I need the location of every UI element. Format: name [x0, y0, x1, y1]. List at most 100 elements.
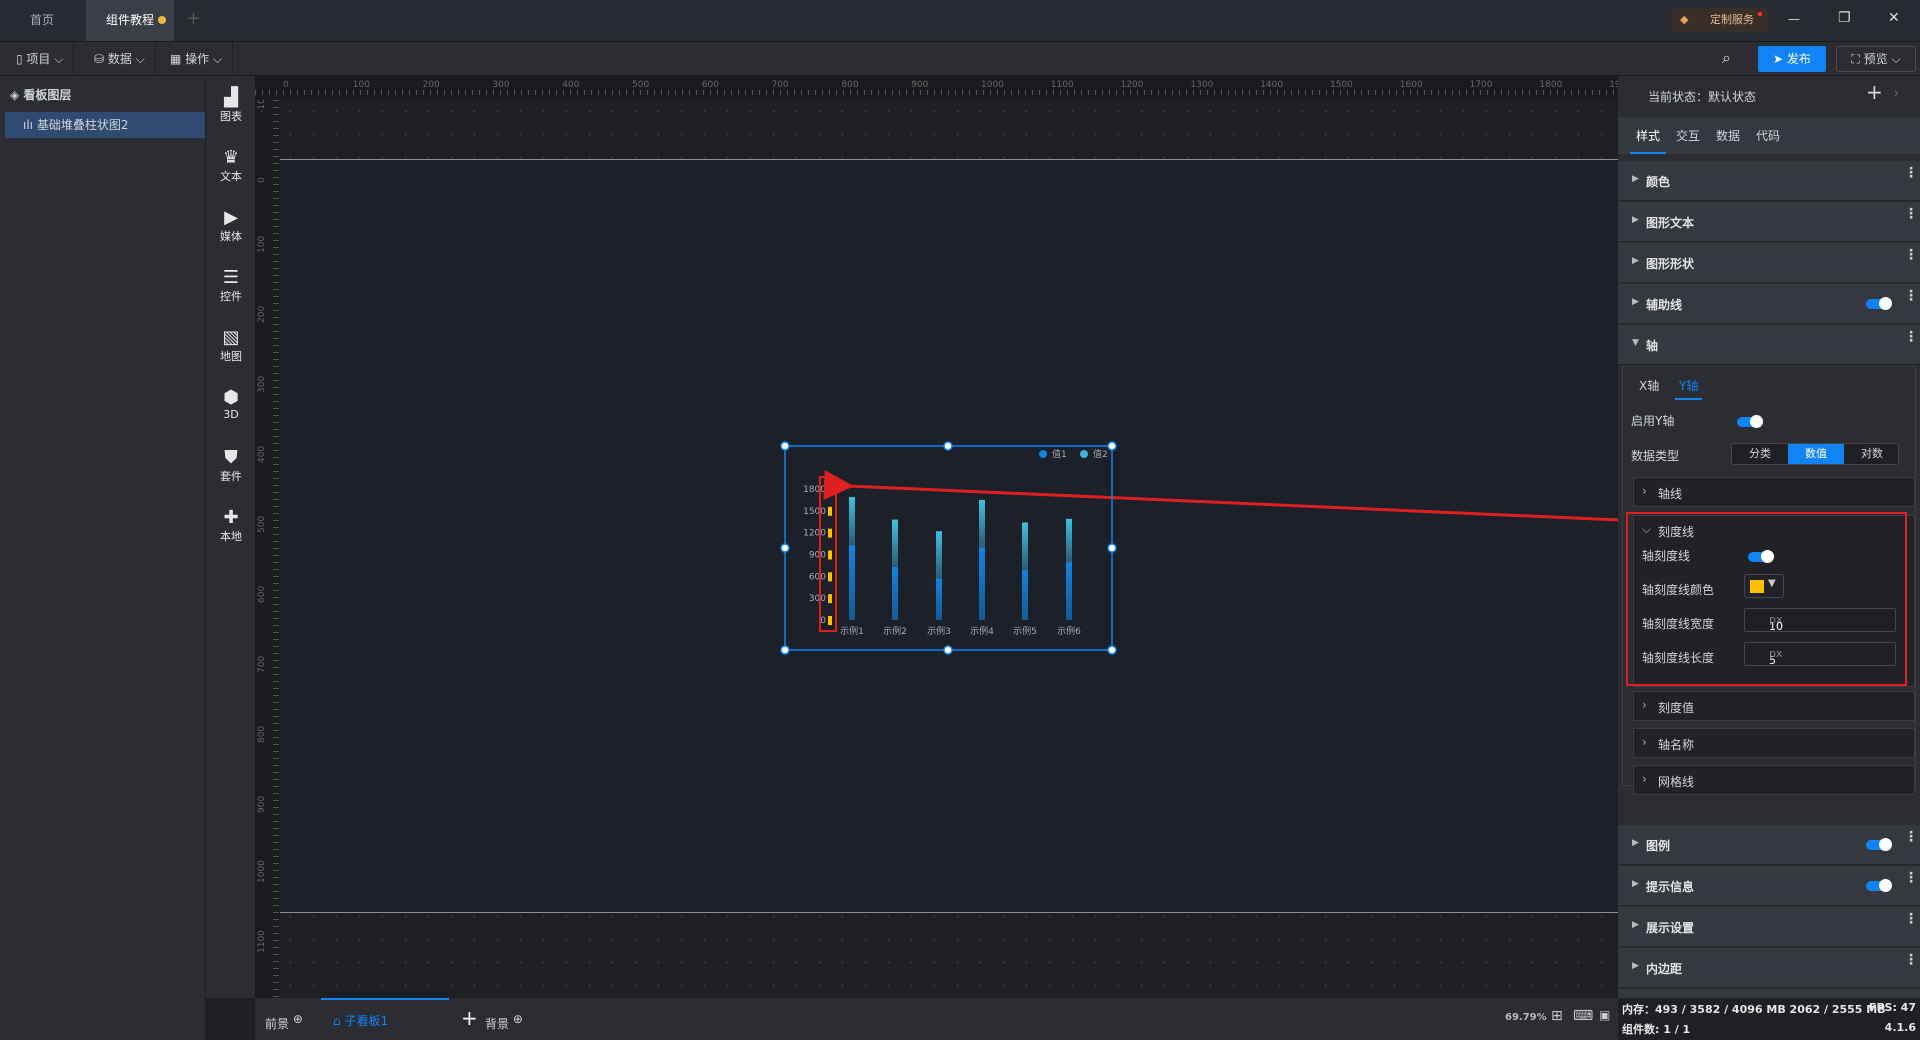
- more-icon[interactable]: ⋮: [1904, 829, 1918, 845]
- ruler-tick: [997, 90, 998, 95]
- component-camera[interactable]: ▶ 媒体: [206, 208, 256, 244]
- ruler-tick: [273, 415, 279, 416]
- console-icon[interactable]: ▣: [1599, 1008, 1611, 1022]
- tick-color-picker[interactable]: ▼: [1744, 574, 1784, 598]
- component-cube[interactable]: ⬢ 3D: [206, 388, 256, 422]
- section-toggle[interactable]: [1866, 838, 1892, 851]
- ruler-tick: [717, 90, 718, 95]
- add-state-button[interactable]: +: [1866, 80, 1883, 104]
- custom-service-button[interactable]: ◆ 定制服务: [1672, 8, 1768, 32]
- ruler-tick: [1207, 90, 1208, 95]
- add-tab-button[interactable]: +: [186, 8, 202, 29]
- data-type-option[interactable]: 分类: [1749, 447, 1771, 460]
- chevron-right-icon[interactable]: ›: [1894, 86, 1899, 100]
- axis-tab[interactable]: Y轴: [1675, 377, 1703, 400]
- data-type-option[interactable]: 数值: [1788, 444, 1844, 464]
- section-图形文本[interactable]: ▶ 图形文本 ⋮: [1618, 202, 1920, 242]
- section-toggle[interactable]: [1866, 297, 1892, 310]
- section-toggle[interactable]: [1866, 879, 1892, 892]
- enable-y-label: 启用Y轴: [1631, 414, 1675, 428]
- section-轴[interactable]: ▼ 轴 ⋮: [1618, 325, 1920, 365]
- more-icon[interactable]: ⋮: [1904, 165, 1918, 181]
- fit-screen-icon[interactable]: ⊞: [1551, 1008, 1563, 1024]
- property-tab[interactable]: 交互: [1676, 129, 1701, 143]
- section-颜色[interactable]: ▶ 颜色 ⋮: [1618, 161, 1920, 201]
- more-icon[interactable]: ⋮: [1904, 952, 1918, 968]
- ruler-tick: [273, 408, 279, 409]
- section-图形形状[interactable]: ▶ 图形形状 ⋮: [1618, 243, 1920, 283]
- horizontal-ruler[interactable]: 0 100 200 300 400 500 600 700 800 900 1000 1100 1200…: [255, 76, 1618, 100]
- section-label: 展示设置: [1646, 921, 1695, 935]
- component-map[interactable]: ▧ 地图: [206, 328, 256, 364]
- component-list[interactable]: ☰ 控件: [206, 268, 256, 304]
- ruler-tick: [661, 90, 662, 95]
- keyboard-icon[interactable]: ⌨: [1573, 1008, 1594, 1024]
- ruler-tick: [273, 548, 279, 549]
- ruler-tick: [273, 646, 279, 647]
- project-menu[interactable]: ▯ 项目 ⌵: [6, 42, 75, 76]
- restore-button[interactable]: ❐: [1838, 10, 1851, 26]
- ruler-tick: [1326, 90, 1327, 95]
- canvas[interactable]: [279, 100, 1618, 998]
- ruler-tick: [273, 506, 279, 507]
- tick-toggle[interactable]: [1748, 550, 1774, 563]
- section-展示设置[interactable]: ▶ 展示设置 ⋮: [1618, 907, 1920, 947]
- tick-width-input[interactable]: 10 px: [1744, 608, 1896, 633]
- more-icon[interactable]: ⋮: [1904, 206, 1918, 222]
- tab-component-tutorial[interactable]: 组件教程: [86, 0, 174, 41]
- ruler-tick: [787, 90, 788, 95]
- ruler-tick: [273, 485, 279, 486]
- section-大小&位置[interactable]: ▶大小&位置🔒: [1618, 989, 1920, 998]
- more-icon[interactable]: ⋮: [1904, 329, 1918, 345]
- axis-tab[interactable]: X轴: [1639, 379, 1660, 393]
- vertical-ruler[interactable]: -100 0 100 200 300 400 500 600 700 800 900 1000 1100: [255, 100, 279, 998]
- section-内边距[interactable]: ▶ 内边距 ⋮: [1618, 948, 1920, 988]
- component-crown[interactable]: ♛ 文本: [206, 148, 256, 184]
- more-icon[interactable]: ⋮: [1904, 247, 1918, 263]
- subsection[interactable]: › 网格线: [1633, 765, 1915, 795]
- more-icon[interactable]: ⋮: [1904, 911, 1918, 927]
- section-辅助线[interactable]: ▶ 辅助线 ⋮: [1618, 284, 1920, 324]
- ruler-tick: [465, 90, 466, 95]
- ruler-tick: [1214, 90, 1215, 95]
- enable-y-toggle[interactable]: [1737, 415, 1763, 428]
- background-tab[interactable]: 背景 ⊕: [485, 1012, 523, 1031]
- foreground-tab[interactable]: 前景 ⊕: [265, 1012, 303, 1031]
- component-shirt[interactable]: ⛊ 套件: [206, 448, 256, 484]
- component-bar-chart[interactable]: ▟ 图表: [206, 88, 256, 124]
- ruler-tick: [493, 90, 494, 95]
- data-type-option[interactable]: 对数: [1861, 447, 1883, 460]
- ruler-tick: [990, 90, 991, 95]
- operate-menu[interactable]: ▦ 操作 ⌵: [160, 42, 234, 76]
- subsection[interactable]: › 轴名称: [1633, 728, 1915, 758]
- component-label: 文本: [220, 170, 242, 183]
- search-icon[interactable]: ⌕: [1722, 48, 1731, 67]
- property-tab[interactable]: 数据: [1716, 129, 1741, 143]
- section-图例[interactable]: ▶ 图例 ⋮: [1618, 825, 1920, 865]
- section-label: 颜色: [1646, 175, 1671, 189]
- data-menu[interactable]: ⛁ 数据 ⌵: [84, 42, 156, 76]
- component-label: 套件: [220, 470, 242, 483]
- property-tab[interactable]: 代码: [1756, 129, 1781, 143]
- preview-button[interactable]: ⛶ 预览 ⌵: [1836, 46, 1916, 72]
- publish-button[interactable]: ➤ 发布: [1758, 46, 1826, 72]
- minimize-button[interactable]: —: [1788, 12, 1800, 26]
- close-button[interactable]: ✕: [1888, 10, 1900, 26]
- chevron-down-icon: ⌵: [1642, 522, 1652, 536]
- add-board-button[interactable]: +: [461, 1006, 478, 1030]
- property-tab[interactable]: 样式: [1630, 127, 1667, 154]
- layer-item[interactable]: ılı 基础堆叠柱状图2: [5, 112, 205, 138]
- subsection[interactable]: › 刻度值: [1633, 691, 1915, 721]
- zoom-level[interactable]: 69.79%: [1505, 1012, 1547, 1023]
- more-icon[interactable]: ⋮: [1904, 288, 1918, 304]
- tab-home[interactable]: 首页: [30, 13, 55, 27]
- shirt-icon: ⛊: [224, 447, 238, 468]
- tick-length-input[interactable]: 5 px: [1744, 642, 1896, 667]
- more-icon[interactable]: ⋮: [1904, 870, 1918, 886]
- board-tab-active[interactable]: ⌂ 子看板1: [321, 998, 449, 1040]
- component-puzzle[interactable]: ✚ 本地: [206, 508, 256, 544]
- subsection[interactable]: ⌵ 刻度线 轴刻度线 轴刻度线颜色 轴刻度线宽度 轴刻度线长度 ▼ 10 px 5 px: [1633, 515, 1915, 687]
- subsection[interactable]: › 轴线: [1633, 477, 1915, 507]
- section-提示信息[interactable]: ▶ 提示信息 ⋮: [1618, 866, 1920, 906]
- ruler-tick: [273, 982, 279, 983]
